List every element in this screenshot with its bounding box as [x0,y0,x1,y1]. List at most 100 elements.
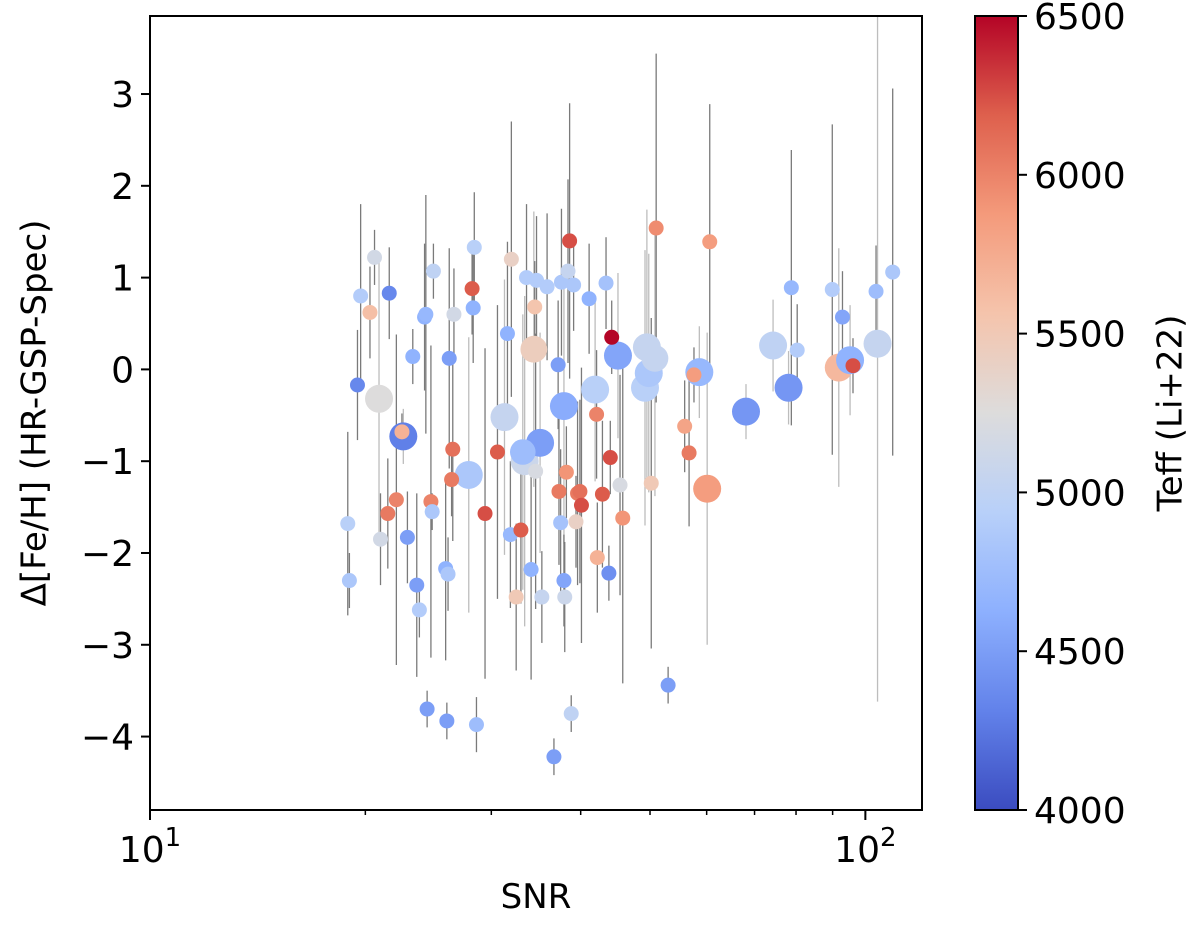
data-point [558,464,574,480]
data-point [534,589,550,605]
data-point [789,342,805,358]
data-point [490,403,519,432]
x-axis-title: SNR [501,877,572,917]
data-point [523,562,539,578]
data-point [783,280,799,296]
data-point [468,717,484,733]
data-point [612,477,628,493]
data-point [388,492,404,508]
data-point [589,406,605,422]
data-point [409,577,425,593]
data-point [641,344,669,372]
y-tick-label: −3 [81,626,134,667]
data-point [549,392,578,421]
data-point [546,749,562,765]
colorbar-tick-label: 5000 [1034,473,1126,514]
data-point [394,424,410,440]
data-point [381,285,397,301]
y-tick-label: 3 [111,75,134,116]
data-point [774,373,803,402]
data-point [411,602,427,618]
data-point [418,306,434,322]
data-point [824,282,840,298]
y-tick-label: −1 [81,442,134,483]
data-point [373,531,389,547]
x-axis: 101 102 [119,810,897,871]
data-point [441,350,457,366]
data-point [885,264,901,280]
data-point [464,281,480,297]
data-point [686,367,702,383]
data-point [572,483,588,499]
data-point [367,249,383,265]
colorbar-tick-label: 5500 [1034,315,1126,356]
colorbar-tick-label: 4500 [1034,632,1126,673]
data-point [681,445,697,461]
colorbar-tick-label: 6000 [1034,156,1126,197]
y-tick-label: 2 [111,167,134,208]
data-point [845,358,861,374]
data-point [677,418,693,434]
colorbar: 4000 4500 5000 5500 6000 6500 Teff (Li+22) [974,0,1191,832]
y-tick-label: 0 [111,350,134,391]
data-point [568,514,584,530]
data-point [380,506,396,522]
data-point [557,589,573,605]
colorbar-tick-label: 4000 [1034,791,1126,832]
colorbar-gradient [974,15,1019,811]
y-axis-title: Δ[Fe/H] (HR-GSP-Spec) [15,220,55,607]
data-point [598,275,614,291]
error-bars [347,16,894,776]
colorbar-ticks: 4000 4500 5000 5500 6000 6500 [1018,0,1126,832]
data-point [446,306,462,322]
data-point [643,475,659,491]
data-point [349,377,365,393]
data-point [444,472,460,488]
data-point [508,589,524,605]
data-point [759,331,788,360]
data-point [556,573,572,589]
x-tick-label: 102 [834,823,896,871]
data-point [341,573,357,589]
data-point [604,329,620,345]
data-point [573,497,589,513]
colorbar-title: Teff (Li+22) [1151,315,1191,513]
data-point [539,279,555,295]
y-axis: −4 −3 −2 −1 0 1 2 3 [81,75,150,759]
data-point [550,357,566,373]
data-point [702,234,718,250]
colorbar-tick-label: 6500 [1034,0,1126,38]
data-point [601,565,617,581]
data-point [553,515,569,531]
plot-frame [149,15,923,811]
data-point [660,677,676,693]
data-point [520,335,548,363]
data-point [503,251,519,267]
data-points [340,220,901,765]
data-point [581,291,597,307]
data-point [399,529,415,545]
data-point [454,460,483,489]
x-tick-label: 101 [119,823,181,871]
data-point [834,309,850,325]
data-point [602,450,618,466]
data-point [465,300,481,316]
y-tick-label: −4 [81,718,134,759]
data-point [563,706,579,722]
data-point [489,444,505,460]
data-point [440,566,456,582]
y-tick-label: 1 [111,259,134,300]
data-point [340,516,356,532]
data-point [365,384,394,413]
data-point [439,713,455,729]
data-point [648,220,664,236]
data-point [477,506,493,522]
data-point [425,263,441,279]
data-point [615,510,631,526]
data-point [868,283,884,299]
data-point [499,326,515,342]
data-point [553,274,569,290]
data-point [566,277,582,293]
data-point [581,375,610,404]
data-point [509,439,536,465]
